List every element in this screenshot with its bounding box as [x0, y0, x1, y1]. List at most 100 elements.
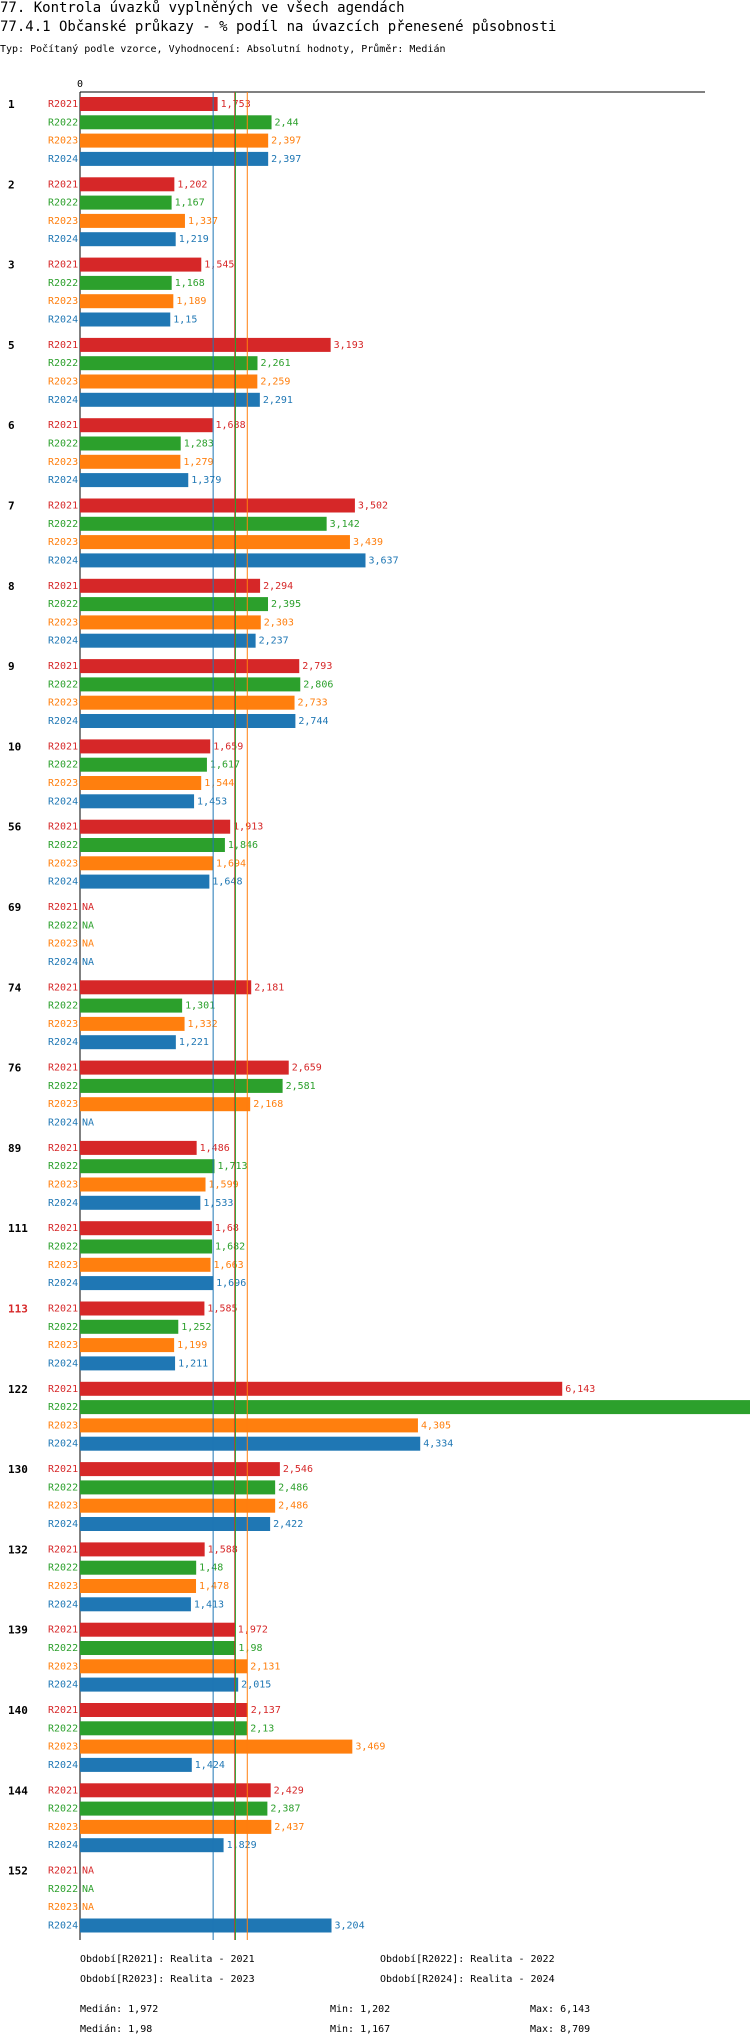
series-label: R2023	[48, 1661, 78, 1672]
series-label: R2021	[48, 1063, 78, 1074]
bar	[80, 615, 261, 630]
data-label: 2,168	[253, 1099, 283, 1110]
data-label: 2,486	[278, 1501, 308, 1512]
data-label: 1,68	[215, 1223, 239, 1234]
group-label: 111	[8, 1222, 28, 1235]
data-label: 1,413	[194, 1599, 224, 1610]
bar	[80, 473, 189, 488]
data-label: 1,648	[212, 877, 242, 888]
series-label: R2024	[48, 957, 78, 968]
series-label: R2023	[48, 1340, 78, 1351]
series-label: R2024	[48, 475, 78, 486]
bar	[80, 757, 207, 772]
data-label: 2,744	[298, 716, 328, 727]
bar	[80, 1301, 205, 1316]
series-label: R2022	[48, 760, 78, 771]
group-label: 132	[8, 1543, 28, 1556]
data-label: 2,733	[298, 698, 328, 709]
data-label: 2,291	[263, 395, 293, 406]
bar	[80, 97, 218, 111]
data-label: 1,972	[238, 1625, 268, 1636]
data-label: 1,15	[173, 315, 197, 326]
legend-item-r2024: Období[R2024]: Realita - 2024	[380, 1974, 555, 1985]
data-label: 1,424	[195, 1760, 225, 1771]
bar	[80, 454, 181, 469]
bar	[80, 294, 174, 309]
series-label: R2023	[48, 1902, 78, 1913]
series-label: R2021	[48, 661, 78, 672]
bar	[80, 1078, 283, 1093]
bar	[80, 1221, 212, 1236]
data-label: 2,581	[286, 1081, 316, 1092]
data-label: 1,211	[178, 1358, 208, 1369]
series-label: R2024	[48, 234, 78, 245]
bar	[80, 553, 366, 568]
data-label: 1,279	[183, 457, 213, 468]
data-label: 2,395	[271, 599, 301, 610]
data-label: NA	[82, 1902, 94, 1913]
series-label: R2024	[48, 1840, 78, 1851]
group-label: 152	[8, 1865, 28, 1878]
data-label: 1,252	[181, 1322, 211, 1333]
bar	[80, 337, 331, 352]
data-label: 1,478	[199, 1581, 229, 1592]
data-label: 1,168	[175, 278, 205, 289]
data-label: NA	[82, 902, 94, 913]
data-label: 4,305	[421, 1420, 451, 1431]
bar	[80, 356, 258, 371]
bar	[80, 1257, 211, 1272]
bar	[80, 578, 261, 593]
group-label: 8	[8, 580, 15, 593]
bar	[80, 794, 195, 809]
legend-item-r2022: Období[R2022]: Realita - 2022	[380, 1954, 555, 1965]
bar	[80, 819, 231, 834]
data-label: 2,294	[263, 581, 293, 592]
data-label: 1,663	[214, 1260, 244, 1271]
series-label: R2022	[48, 1563, 78, 1574]
series-label: R2021	[48, 902, 78, 913]
data-label: 2,131	[250, 1661, 280, 1672]
series-label: R2021	[48, 420, 78, 431]
group-label: 69	[8, 901, 21, 914]
series-label: R2021	[48, 1304, 78, 1315]
data-label: NA	[82, 1866, 94, 1877]
series-label: R2022	[48, 599, 78, 610]
series-label: R2023	[48, 457, 78, 468]
data-label: 2,486	[278, 1482, 308, 1493]
series-label: R2024	[48, 1519, 78, 1530]
series-label: R2023	[48, 1420, 78, 1431]
bar	[80, 1517, 271, 1531]
data-label: 1,544	[204, 778, 234, 789]
data-label: 1,379	[191, 475, 221, 486]
bar	[80, 1356, 176, 1371]
bar	[80, 232, 176, 247]
series-label: R2021	[48, 1705, 78, 1716]
series-label: R2022	[48, 679, 78, 690]
series-label: R2024	[48, 716, 78, 727]
bar	[80, 1480, 276, 1495]
bar	[80, 1177, 206, 1192]
data-label: 2,806	[303, 679, 333, 690]
data-label: 1,829	[227, 1840, 257, 1851]
bar	[80, 1918, 332, 1933]
bar	[80, 312, 171, 327]
bar	[80, 874, 210, 889]
data-label: 1,332	[188, 1019, 218, 1030]
series-label: R2022	[48, 439, 78, 450]
data-label: 2,546	[283, 1464, 313, 1475]
bar	[80, 213, 185, 228]
series-label: R2024	[48, 395, 78, 406]
bar	[80, 1641, 236, 1655]
series-label: R2023	[48, 216, 78, 227]
stat-min-r2022: Min: 1,167	[330, 2024, 391, 2035]
group-label: 3	[8, 259, 15, 272]
data-label: 3,439	[353, 537, 383, 548]
bar	[80, 418, 213, 433]
group-label: 1	[8, 98, 15, 111]
series-label: R2023	[48, 698, 78, 709]
series-label: R2022	[48, 1322, 78, 1333]
data-label: 1,713	[217, 1161, 247, 1172]
group-label: 5	[8, 339, 15, 352]
series-label: R2023	[48, 1742, 78, 1753]
group-label: 6	[8, 419, 15, 432]
